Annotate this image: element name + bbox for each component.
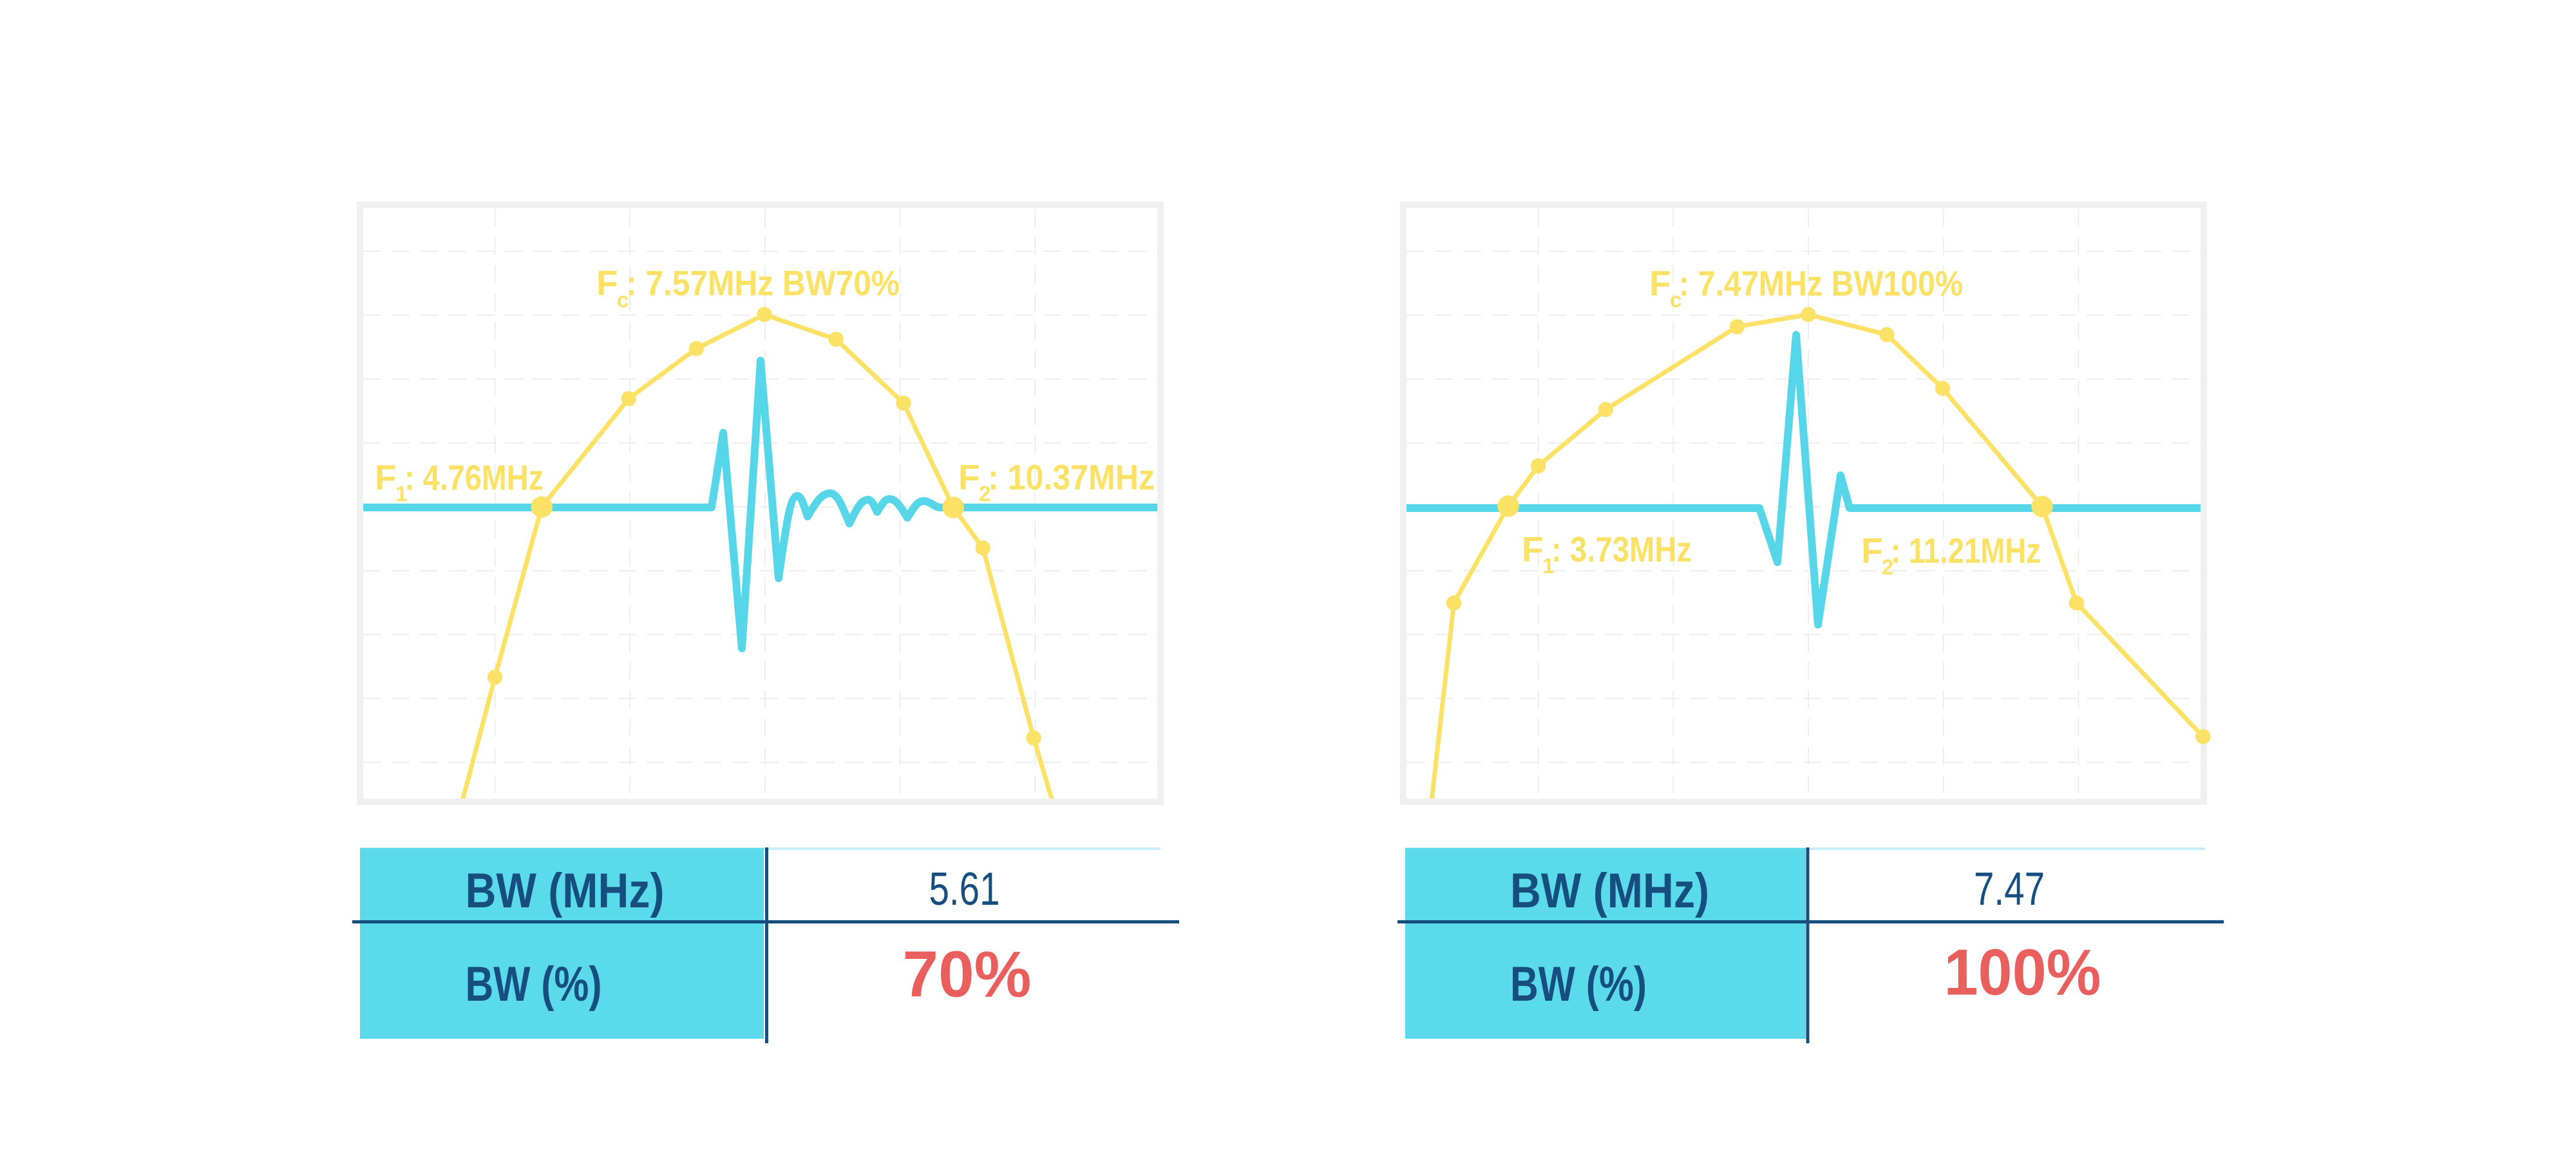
svg-text:F: F (958, 457, 980, 497)
svg-text:F: F (375, 458, 397, 498)
svg-text:5.61: 5.61 (929, 864, 1000, 915)
svg-text:F: F (1522, 529, 1544, 569)
svg-text:BW (MHz): BW (MHz) (1510, 864, 1709, 918)
svg-text:: 3.73MHz: : 3.73MHz (1551, 529, 1692, 569)
svg-text:c: c (617, 288, 629, 312)
svg-text:1: 1 (1542, 554, 1554, 578)
svg-text:c: c (1670, 288, 1681, 312)
svg-text:1: 1 (395, 482, 407, 506)
svg-text:: 11.21MHz: : 11.21MHz (1891, 531, 2041, 571)
svg-text:100%: 100% (1944, 937, 2101, 1009)
svg-text:: 7.57MHz BW70%: : 7.57MHz BW70% (626, 263, 900, 303)
svg-text:F: F (596, 263, 618, 303)
svg-text:: 10.37MHz: : 10.37MHz (988, 457, 1155, 497)
svg-text:BW (MHz): BW (MHz) (466, 864, 665, 918)
svg-text:7.47: 7.47 (1974, 864, 2045, 915)
svg-text:: 7.47MHz BW100%: : 7.47MHz BW100% (1679, 263, 1963, 303)
svg-text:: 4.76MHz: : 4.76MHz (404, 458, 544, 498)
svg-text:2: 2 (979, 482, 990, 506)
svg-text:F: F (1861, 531, 1883, 571)
svg-text:F: F (1649, 263, 1671, 303)
svg-text:2: 2 (1882, 555, 1893, 579)
svg-text:70%: 70% (903, 939, 1032, 1011)
svg-text:BW (%): BW (%) (1510, 957, 1647, 1012)
svg-text:BW (%): BW (%) (466, 957, 602, 1012)
